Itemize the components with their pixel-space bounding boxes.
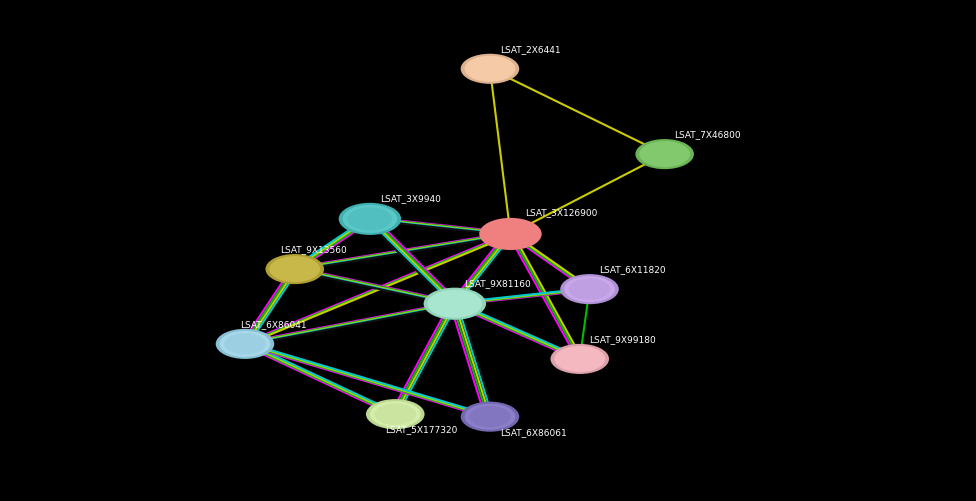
Circle shape — [469, 406, 510, 427]
Text: LSAT_9X13560: LSAT_9X13560 — [280, 244, 346, 254]
Circle shape — [465, 57, 515, 83]
Circle shape — [639, 142, 690, 168]
Circle shape — [550, 344, 609, 374]
Text: LSAT_9X99180: LSAT_9X99180 — [590, 334, 656, 343]
Circle shape — [461, 402, 519, 432]
Circle shape — [347, 208, 392, 231]
Circle shape — [343, 205, 397, 233]
Circle shape — [560, 275, 619, 305]
Text: LSAT_9X81160: LSAT_9X81160 — [465, 278, 531, 287]
Text: LSAT_5X177320: LSAT_5X177320 — [386, 424, 458, 433]
Text: LSAT_6X86061: LSAT_6X86061 — [500, 427, 566, 436]
Circle shape — [483, 220, 538, 248]
Circle shape — [554, 346, 605, 372]
Text: LSAT_2X6441: LSAT_2X6441 — [500, 45, 560, 54]
Circle shape — [569, 279, 610, 300]
Circle shape — [461, 55, 519, 85]
Circle shape — [465, 404, 515, 430]
Circle shape — [424, 288, 486, 320]
Text: LSAT_7X46800: LSAT_7X46800 — [674, 130, 741, 139]
Circle shape — [265, 255, 324, 285]
Circle shape — [564, 277, 615, 303]
Circle shape — [216, 329, 274, 359]
Circle shape — [370, 401, 421, 427]
Circle shape — [427, 290, 482, 318]
Circle shape — [366, 399, 425, 429]
Text: LSAT_6X86041: LSAT_6X86041 — [240, 319, 306, 328]
Circle shape — [269, 257, 320, 283]
Circle shape — [479, 218, 542, 250]
Circle shape — [220, 331, 270, 357]
Text: LSAT_6X11820: LSAT_6X11820 — [599, 265, 666, 274]
Circle shape — [224, 334, 265, 355]
Text: LSAT_3X126900: LSAT_3X126900 — [525, 208, 597, 217]
Text: LSAT_3X9940: LSAT_3X9940 — [380, 193, 440, 202]
Circle shape — [375, 404, 416, 425]
Circle shape — [635, 140, 694, 170]
Circle shape — [339, 203, 401, 235]
